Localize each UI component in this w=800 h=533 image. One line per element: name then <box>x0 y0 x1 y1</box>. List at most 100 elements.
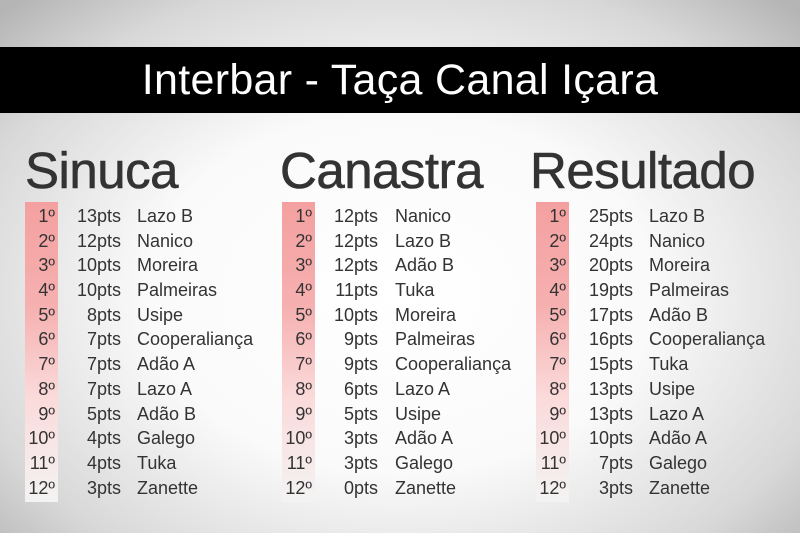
standing-row: 3º 12pts Adão B <box>280 253 550 278</box>
team-name: Adão B <box>137 403 197 424</box>
rank-label: 1º <box>549 206 566 226</box>
standing-row: 11º 7pts Galego <box>530 451 800 476</box>
points-value: 16pts <box>588 329 633 350</box>
team-name: Adão B <box>395 255 455 276</box>
points-value: 13pts <box>588 378 633 399</box>
team-name: Palmeiras <box>137 280 218 301</box>
points-value: 17pts <box>588 304 633 325</box>
points-value: 13pts <box>76 206 121 226</box>
standing-row: 3º 10pts Moreira <box>25 253 295 278</box>
points-value: 12pts <box>333 255 378 276</box>
rank-label: 7º <box>549 354 566 375</box>
page-title: Interbar - Taça Canal Içara <box>141 55 659 104</box>
rank-label: 9º <box>38 403 55 424</box>
team-name: Zanette <box>649 477 711 498</box>
rank-label: 3º <box>38 255 55 276</box>
team-name: Lazo B <box>137 206 194 226</box>
standings-canastra: Canastra 1º 12pts Nanico 2º 12pts Lazo B 3º 12p… <box>280 140 540 502</box>
points-value: 19pts <box>588 280 633 301</box>
standing-row: 7º 7pts Adão A <box>25 352 295 377</box>
standing-row: 3º 20pts Moreira <box>530 253 800 278</box>
team-name: Moreira <box>649 255 711 276</box>
rank-label: 2º <box>549 230 566 251</box>
points-value: 9pts <box>343 329 378 350</box>
rank-highlight-strip <box>25 202 58 502</box>
standing-row: 2º 24pts Nanico <box>530 229 800 254</box>
team-name: Lazo A <box>137 378 193 399</box>
standing-row: 11º 3pts Galego <box>280 451 550 476</box>
points-value: 3pts <box>343 452 378 473</box>
points-value: 10pts <box>76 255 121 276</box>
standing-row: 8º 13pts Usipe <box>530 377 800 402</box>
team-name: Cooperaliança <box>395 354 512 375</box>
standing-row: 7º 9pts Cooperaliança <box>280 352 550 377</box>
standings-resultado: Resultado 1º 25pts Lazo B 2º 24pts Nanico 3º 20… <box>530 140 790 502</box>
points-value: 6pts <box>343 378 378 399</box>
standings-sinuca: Sinuca 1º 13pts Lazo B 2º 12pts Nanico 3º 10pts… <box>25 140 285 502</box>
points-value: 25pts <box>588 206 633 226</box>
points-value: 3pts <box>343 428 378 449</box>
standing-row: 5º 10pts Moreira <box>280 303 550 328</box>
standing-row: 7º 15pts Tuka <box>530 352 800 377</box>
column-heading: Resultado <box>530 142 756 200</box>
team-name: Galego <box>395 452 454 473</box>
rank-label: 6º <box>549 329 566 350</box>
standing-row: 6º 9pts Palmeiras <box>280 327 550 352</box>
points-value: 12pts <box>76 230 121 251</box>
rank-label: 9º <box>295 403 312 424</box>
standing-row: 10º 4pts Galego <box>25 426 295 451</box>
standing-row: 1º 13pts Lazo B <box>25 204 295 229</box>
team-name: Zanette <box>137 477 199 498</box>
standing-row: 5º 17pts Adão B <box>530 303 800 328</box>
rank-label: 4º <box>549 280 566 301</box>
team-name: Lazo B <box>649 206 706 226</box>
rank-label: 12º <box>285 477 312 498</box>
team-name: Adão A <box>395 428 454 449</box>
team-name: Cooperaliança <box>137 329 254 350</box>
rank-label: 12º <box>539 477 566 498</box>
rank-label: 5º <box>295 304 312 325</box>
rank-label: 6º <box>295 329 312 350</box>
rank-label: 2º <box>38 230 55 251</box>
points-value: 7pts <box>86 354 121 375</box>
points-value: 3pts <box>86 477 121 498</box>
team-name: Tuka <box>649 354 689 375</box>
team-name: Palmeiras <box>649 280 730 301</box>
rank-label: 1º <box>38 206 55 226</box>
rank-label: 8º <box>38 378 55 399</box>
points-value: 10pts <box>76 280 121 301</box>
team-name: Lazo B <box>395 230 452 251</box>
points-value: 8pts <box>86 304 121 325</box>
points-value: 9pts <box>343 354 378 375</box>
points-value: 24pts <box>588 230 633 251</box>
team-name: Nanico <box>649 230 706 251</box>
team-name: Usipe <box>395 403 442 424</box>
standing-row: 10º 3pts Adão A <box>280 426 550 451</box>
points-value: 4pts <box>86 428 121 449</box>
team-name: Moreira <box>137 255 199 276</box>
rank-label: 11º <box>286 452 312 473</box>
team-name: Nanico <box>137 230 194 251</box>
standing-row: 4º 10pts Palmeiras <box>25 278 295 303</box>
team-name: Palmeiras <box>395 329 476 350</box>
points-value: 11pts <box>335 280 378 301</box>
team-name: Galego <box>649 452 708 473</box>
team-name: Lazo A <box>395 378 451 399</box>
rank-label: 1º <box>295 206 312 226</box>
standing-row: 2º 12pts Lazo B <box>280 229 550 254</box>
points-value: 13pts <box>588 403 633 424</box>
rank-label: 2º <box>295 230 312 251</box>
team-name: Tuka <box>395 280 435 301</box>
points-value: 12pts <box>333 230 378 251</box>
team-name: Nanico <box>395 206 452 226</box>
team-name: Adão B <box>649 304 709 325</box>
rank-label: 8º <box>295 378 312 399</box>
rank-highlight-strip <box>282 202 315 502</box>
points-value: 7pts <box>86 378 121 399</box>
points-value: 4pts <box>86 452 121 473</box>
team-name: Tuka <box>137 452 177 473</box>
team-name: Adão A <box>137 354 196 375</box>
team-name: Lazo A <box>649 403 705 424</box>
rank-label: 10º <box>28 428 55 449</box>
